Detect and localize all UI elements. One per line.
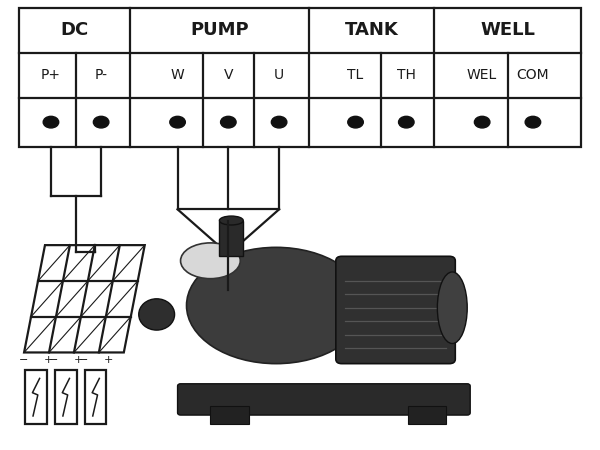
Text: −: − xyxy=(19,355,28,365)
Bar xyxy=(407,406,446,424)
Text: DC: DC xyxy=(61,22,89,40)
Ellipse shape xyxy=(437,272,467,343)
Text: WELL: WELL xyxy=(480,22,535,40)
Ellipse shape xyxy=(139,299,175,330)
Text: TANK: TANK xyxy=(345,22,398,40)
Text: TL: TL xyxy=(347,68,364,82)
Circle shape xyxy=(271,117,287,128)
Text: −: − xyxy=(79,355,88,365)
Text: U: U xyxy=(274,68,284,82)
Text: P+: P+ xyxy=(41,68,61,82)
Bar xyxy=(220,220,243,256)
Text: −: − xyxy=(49,355,58,365)
Circle shape xyxy=(348,117,364,128)
Circle shape xyxy=(43,117,59,128)
Circle shape xyxy=(221,117,236,128)
Bar xyxy=(211,406,249,424)
Text: COM: COM xyxy=(517,68,549,82)
Circle shape xyxy=(94,117,109,128)
FancyBboxPatch shape xyxy=(336,256,455,364)
Ellipse shape xyxy=(181,243,240,279)
Text: +: + xyxy=(44,355,53,365)
Ellipse shape xyxy=(187,248,365,364)
Text: PUMP: PUMP xyxy=(190,22,248,40)
Ellipse shape xyxy=(220,216,243,225)
Circle shape xyxy=(525,117,541,128)
Circle shape xyxy=(475,117,490,128)
Text: P-: P- xyxy=(95,68,107,82)
Circle shape xyxy=(398,117,414,128)
FancyBboxPatch shape xyxy=(178,384,470,415)
Text: TH: TH xyxy=(397,68,416,82)
Text: +: + xyxy=(104,355,113,365)
Text: W: W xyxy=(170,68,184,82)
Text: +: + xyxy=(74,355,83,365)
Text: WEL: WEL xyxy=(467,68,497,82)
Circle shape xyxy=(170,117,185,128)
Text: V: V xyxy=(224,68,233,82)
